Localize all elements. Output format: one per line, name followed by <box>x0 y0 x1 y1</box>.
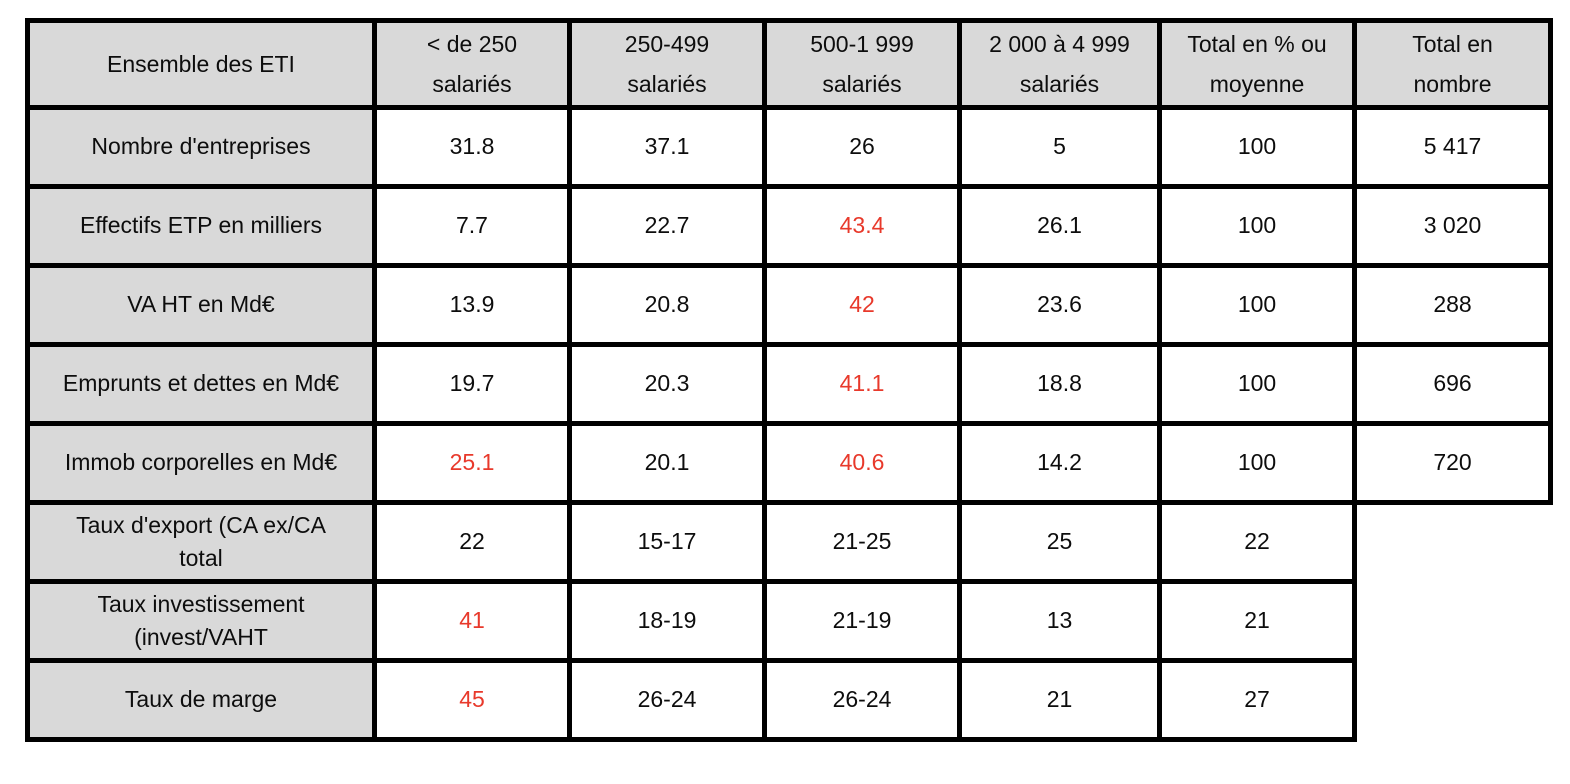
value-cell: 13 <box>957 579 1162 663</box>
column-header-cell: Total en nombre <box>1352 18 1553 110</box>
row-label-cell: VA HT en Md€ <box>25 263 377 347</box>
value-cell: 288 <box>1352 263 1553 347</box>
table-row: Effectifs ETP en milliers 7.7 22.7 43.4 … <box>25 184 1553 268</box>
table-row: Nombre d'entreprises 31.8 37.1 26 5 100 … <box>25 105 1553 189</box>
value-cell: 20.8 <box>567 263 767 347</box>
column-header-cell: 2 000 à 4 999 salariés <box>957 18 1162 110</box>
column-header-cell: Total en % ou moyenne <box>1157 18 1357 110</box>
value-cell: 696 <box>1352 342 1553 426</box>
value-cell: 13.9 <box>372 263 572 347</box>
corner-header-cell: Ensemble des ETI <box>25 18 377 110</box>
value-cell: 40.6 <box>762 421 962 505</box>
value-cell: 27 <box>1157 658 1357 742</box>
value-cell: 25 <box>957 500 1162 584</box>
row-label-cell: Taux d'export (CA ex/CA total <box>25 500 377 584</box>
value-cell: 22 <box>372 500 572 584</box>
table-row: Taux investissement (invest/VAHT 41 18-1… <box>25 579 1551 663</box>
value-cell: 43.4 <box>762 184 962 268</box>
column-header-cell: < de 250 salariés <box>372 18 572 110</box>
row-label-cell: Taux de marge <box>25 658 377 742</box>
value-cell: 20.1 <box>567 421 767 505</box>
value-cell: 45 <box>372 658 572 742</box>
column-header-cell: 500-1 999 salariés <box>762 18 962 110</box>
value-cell: 42 <box>762 263 962 347</box>
value-cell: 25.1 <box>372 421 572 505</box>
row-label-cell: Immob corporelles en Md€ <box>25 421 377 505</box>
value-cell: 26 <box>762 105 962 189</box>
value-cell: 41 <box>372 579 572 663</box>
row-label-cell: Taux investissement (invest/VAHT <box>25 579 377 663</box>
value-cell: 100 <box>1157 184 1357 268</box>
header-row: Ensemble des ETI < de 250 salariés 250-4… <box>25 18 1553 110</box>
value-cell: 22.7 <box>567 184 767 268</box>
value-cell: 31.8 <box>372 105 572 189</box>
column-header-cell: 250-499 salariés <box>567 18 767 110</box>
value-cell: 100 <box>1157 105 1357 189</box>
value-cell: 3 020 <box>1352 184 1553 268</box>
value-cell: 720 <box>1352 421 1553 505</box>
value-cell: 100 <box>1157 342 1357 426</box>
row-label-cell: Emprunts et dettes en Md€ <box>25 342 377 426</box>
value-cell: 26.1 <box>957 184 1162 268</box>
table-row: VA HT en Md€ 13.9 20.8 42 23.6 100 288 <box>25 263 1553 347</box>
value-cell: 14.2 <box>957 421 1162 505</box>
table-row: Taux de marge 45 26-24 26-24 21 27 <box>25 658 1551 742</box>
value-cell: 15-17 <box>567 500 767 584</box>
table-row: Emprunts et dettes en Md€ 19.7 20.3 41.1… <box>25 342 1553 426</box>
value-cell: 100 <box>1157 421 1357 505</box>
value-cell: 26-24 <box>762 658 962 742</box>
value-cell: 37.1 <box>567 105 767 189</box>
value-cell: 21-19 <box>762 579 962 663</box>
table-row: Taux d'export (CA ex/CA total 22 15-17 2… <box>25 500 1551 584</box>
value-cell: 21 <box>1157 579 1357 663</box>
value-cell: 21-25 <box>762 500 962 584</box>
value-cell: 18.8 <box>957 342 1162 426</box>
value-cell: 100 <box>1157 263 1357 347</box>
table-row: Immob corporelles en Md€ 25.1 20.1 40.6 … <box>25 421 1553 505</box>
value-cell: 23.6 <box>957 263 1162 347</box>
value-cell: 21 <box>957 658 1162 742</box>
row-label-cell: Nombre d'entreprises <box>25 105 377 189</box>
value-cell: 18-19 <box>567 579 767 663</box>
value-cell: 26-24 <box>567 658 767 742</box>
value-cell: 5 417 <box>1352 105 1553 189</box>
value-cell: 20.3 <box>567 342 767 426</box>
value-cell: 41.1 <box>762 342 962 426</box>
row-label-cell: Effectifs ETP en milliers <box>25 184 377 268</box>
eti-statistics-table: Ensemble des ETI < de 250 salariés 250-4… <box>25 18 1553 742</box>
value-cell: 19.7 <box>372 342 572 426</box>
value-cell: 7.7 <box>372 184 572 268</box>
value-cell: 22 <box>1157 500 1357 584</box>
value-cell: 5 <box>957 105 1162 189</box>
